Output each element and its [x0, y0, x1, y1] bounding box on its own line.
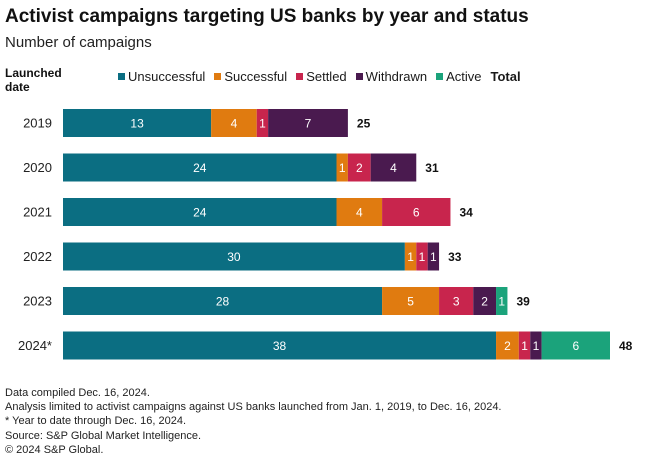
- data-label-2024-successful: 2: [504, 339, 511, 353]
- data-label-2023-settled: 3: [453, 295, 460, 309]
- bar-2022-unsuccessful: [63, 242, 405, 271]
- data-label-2019-settled: 1: [259, 117, 266, 131]
- data-label-2024-withdrawn: 1: [533, 339, 540, 353]
- data-label-2021-successful: 4: [356, 206, 363, 220]
- bar-2022-withdrawn: [427, 242, 440, 271]
- data-label-2024-settled: 1: [521, 339, 528, 353]
- category-label-2019: 2019: [23, 116, 52, 131]
- bar-2019-unsuccessful: [63, 109, 212, 137]
- bar-2021-settled: [382, 198, 451, 226]
- bar-2020-settled: [347, 153, 371, 182]
- data-label-2019-unsuccessful: 13: [130, 117, 144, 131]
- total-label-2021: 34: [459, 206, 473, 220]
- category-label-2020: 2020: [23, 160, 52, 175]
- data-label-2021-unsuccessful: 24: [193, 206, 207, 220]
- footer-note-source: Source: S&P Global Market Intelligence.: [5, 429, 202, 442]
- category-label-2023: 2023: [23, 294, 52, 309]
- bar-2024-settled: [518, 331, 531, 360]
- data-label-2022-settled: 1: [419, 250, 426, 264]
- total-label-2020: 31: [425, 161, 439, 175]
- bar-2023-withdrawn: [473, 287, 497, 315]
- legend-swatch-withdrawn: [355, 73, 363, 80]
- bar-2022-settled: [416, 242, 428, 271]
- legend-label-successful: Successful: [224, 69, 288, 84]
- bar-2020-withdrawn: [370, 153, 417, 182]
- total-label-2024: 48: [619, 339, 633, 353]
- data-label-2019-withdrawn: 7: [305, 117, 312, 131]
- footer-note-compiled: Data compiled Dec. 16, 2024.: [5, 387, 150, 399]
- legend-item-unsuccessful: Unsuccessful: [118, 69, 205, 84]
- chart-title: Activist campaigns targeting US banks by…: [5, 6, 529, 27]
- data-label-2021-settled: 6: [413, 206, 420, 220]
- data-label-2024-unsuccessful: 38: [273, 339, 287, 353]
- data-label-2020-settled: 2: [356, 161, 363, 175]
- total-label-2022: 33: [448, 250, 462, 264]
- legend-item-active: Active: [436, 69, 482, 84]
- legend-swatch-active: [436, 73, 444, 80]
- data-label-2020-successful: 1: [339, 161, 346, 175]
- data-label-2022-withdrawn: 1: [430, 250, 437, 264]
- legend-label-active: Active: [446, 69, 482, 84]
- legend-swatch-unsuccessful: [118, 73, 125, 80]
- bar-2020-unsuccessful: [63, 153, 337, 182]
- legend-label-settled: Settled: [306, 69, 347, 84]
- data-label-2019-successful: 4: [231, 117, 238, 131]
- data-label-2020-unsuccessful: 24: [193, 161, 207, 175]
- legend-item-withdrawn: Withdrawn: [355, 69, 428, 84]
- footer-note-copyright: © 2024 S&P Global.: [5, 443, 104, 456]
- axis-label-launched-date: Launched date: [5, 66, 62, 94]
- bar-2023-active: [496, 287, 508, 315]
- data-label-2023-unsuccessful: 28: [216, 295, 230, 309]
- legend-total-label: Total: [490, 69, 521, 84]
- bar-2024-unsuccessful: [63, 331, 497, 360]
- bar-2022-successful: [404, 242, 417, 271]
- bar-2020-successful: [336, 153, 348, 182]
- legend-swatch-settled: [296, 73, 304, 80]
- category-label-2024: 2024*: [18, 338, 52, 353]
- legend-swatch-successful: [214, 73, 222, 80]
- legend-label-withdrawn: Withdrawn: [365, 69, 428, 84]
- footer-note-ytd: * Year to date through Dec. 16, 2024.: [5, 415, 187, 428]
- data-label-2024-active: 6: [572, 339, 579, 353]
- bar-2024-active: [541, 331, 610, 360]
- legend-item-settled: Settled: [296, 69, 347, 84]
- bar-2023-successful: [382, 287, 440, 315]
- bar-2024-withdrawn: [530, 331, 542, 360]
- bar-2019-withdrawn: [268, 109, 348, 137]
- bar-2021-successful: [336, 198, 383, 226]
- bar-2023-unsuccessful: [63, 287, 383, 315]
- data-label-2023-successful: 5: [407, 295, 414, 309]
- category-label-2021: 2021: [23, 205, 52, 220]
- data-label-2022-successful: 1: [407, 250, 414, 264]
- total-label-2019: 25: [357, 117, 371, 131]
- footer-note-scope: Analysis limited to activist campaigns a…: [5, 401, 502, 414]
- data-label-2023-active: 1: [498, 295, 505, 309]
- data-label-2023-withdrawn: 2: [481, 295, 488, 309]
- category-label-2022: 2022: [23, 249, 52, 264]
- data-label-2020-withdrawn: 4: [390, 161, 397, 175]
- bar-2024-successful: [496, 331, 519, 360]
- footer-notes: Data compiled Dec. 16, 2024. Analysis li…: [5, 386, 502, 457]
- bar-2019-settled: [256, 109, 269, 137]
- chart-subtitle: Number of campaigns: [5, 34, 152, 51]
- bar-2021-unsuccessful: [63, 198, 337, 226]
- bar-2019-successful: [211, 109, 257, 137]
- total-label-2023: 39: [516, 295, 530, 309]
- data-label-2022-unsuccessful: 30: [227, 250, 241, 264]
- bar-2023-settled: [439, 287, 474, 315]
- legend-item-successful: Successful: [214, 69, 287, 84]
- legend: Unsuccessful Successful Settled Withdraw…: [118, 69, 521, 84]
- legend-label-unsuccessful: Unsuccessful: [128, 69, 206, 84]
